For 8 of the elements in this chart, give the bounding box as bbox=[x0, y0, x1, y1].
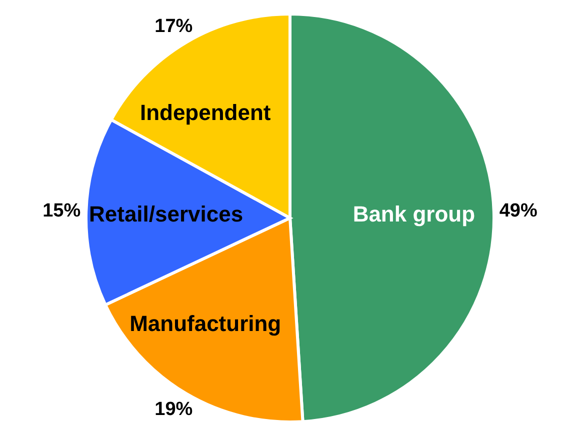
data-label: 19% bbox=[154, 398, 193, 420]
slice-label: Retail/services bbox=[89, 202, 244, 227]
data-label: 15% bbox=[42, 200, 81, 222]
slice-label: Manufacturing bbox=[130, 310, 282, 336]
data-label: 17% bbox=[154, 16, 193, 38]
data-label: 49% bbox=[499, 200, 538, 222]
slice-label: Independent bbox=[140, 100, 272, 126]
slice-label: Bank group bbox=[352, 202, 476, 227]
